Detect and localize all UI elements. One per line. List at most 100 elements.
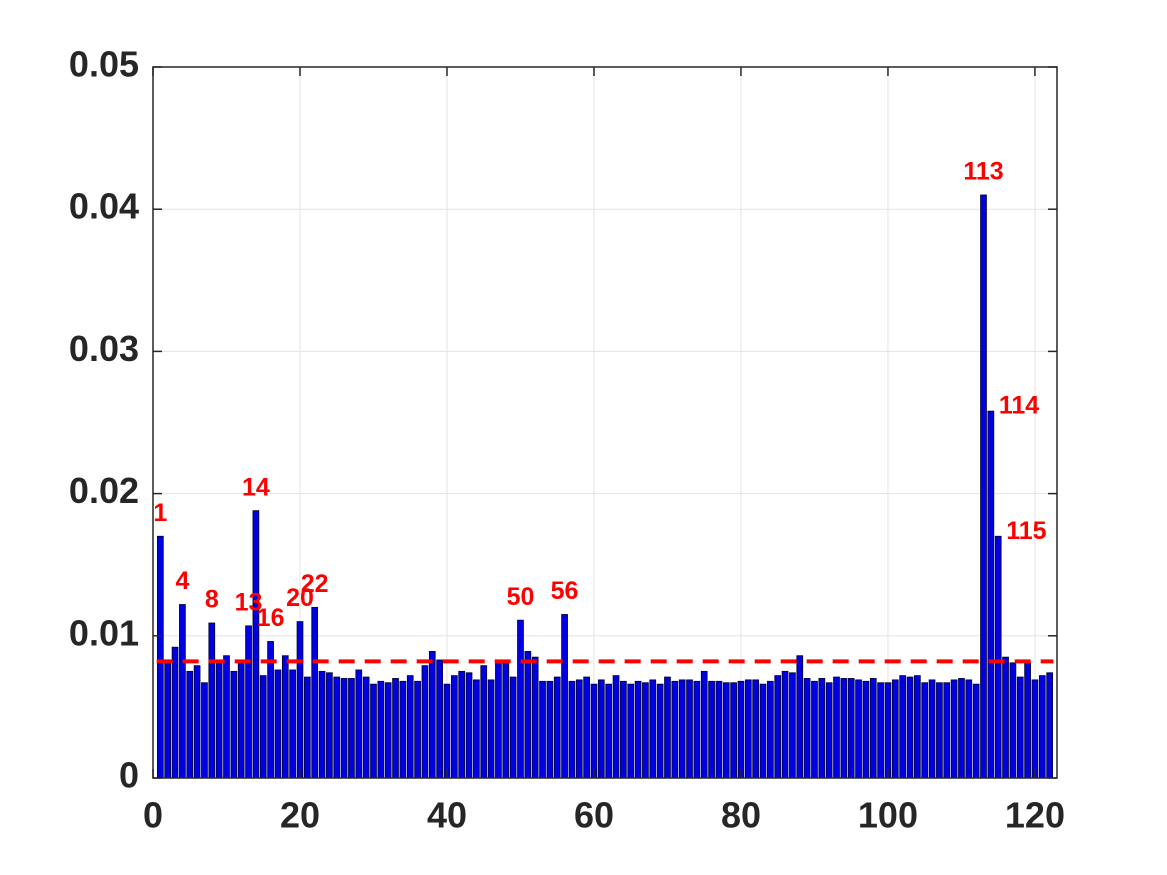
bar-annotation: 115 <box>1006 517 1046 545</box>
bar <box>1024 662 1031 779</box>
bar <box>950 679 958 779</box>
bar-annotation: 14 <box>242 473 270 501</box>
bar <box>186 670 194 779</box>
bar-annotation: 50 <box>507 583 535 611</box>
bar <box>509 676 517 779</box>
bar <box>1009 662 1017 779</box>
bar <box>355 669 363 779</box>
bar <box>656 683 664 779</box>
bar <box>193 665 201 779</box>
bar <box>833 676 840 779</box>
x-tick-label: 20 <box>280 795 320 836</box>
bar <box>1016 676 1024 779</box>
bar <box>958 678 965 779</box>
bar <box>921 682 929 779</box>
bar <box>406 675 414 779</box>
bar <box>994 535 1002 779</box>
bar <box>517 619 524 779</box>
axes-box <box>152 66 1058 779</box>
y-tick-label: 0.05 <box>69 44 139 85</box>
bar <box>914 675 921 779</box>
bar <box>877 682 884 779</box>
bar <box>215 660 223 779</box>
y-tick-label: 0.02 <box>69 470 139 511</box>
bar <box>869 678 877 779</box>
bar <box>561 614 568 779</box>
bar <box>678 679 686 779</box>
bar-annotation: 113 <box>963 158 1003 186</box>
bar <box>230 670 238 779</box>
bar <box>899 675 906 779</box>
bar <box>252 510 260 779</box>
bar <box>1046 672 1053 779</box>
bar <box>700 670 708 779</box>
bar-annotation: 4 <box>175 567 189 595</box>
bar <box>362 676 370 779</box>
bar <box>245 625 252 779</box>
bar <box>458 670 466 779</box>
bar <box>524 651 532 779</box>
bar <box>399 680 407 779</box>
bar <box>722 682 730 779</box>
bar <box>781 670 789 779</box>
bar <box>774 675 782 779</box>
bar <box>392 678 399 779</box>
bar <box>847 678 855 779</box>
bar <box>803 678 811 779</box>
bar <box>693 680 701 779</box>
bar <box>737 680 745 779</box>
bar <box>759 683 767 779</box>
x-tick-label: 60 <box>574 795 614 836</box>
bar <box>568 680 576 779</box>
y-tick-label: 0.03 <box>69 328 139 369</box>
bar <box>465 672 473 779</box>
bar-annotation: 1 <box>153 499 167 527</box>
bar <box>789 672 796 779</box>
x-tick-label: 0 <box>143 795 163 836</box>
x-tick-label: 80 <box>721 795 761 836</box>
bar <box>311 606 319 779</box>
bar <box>884 682 892 779</box>
bar <box>649 679 657 779</box>
bar <box>686 679 693 779</box>
bar-annotation: 8 <box>205 586 219 614</box>
bar <box>436 659 443 779</box>
y-tick-label: 0.04 <box>69 186 139 227</box>
bar <box>531 656 539 779</box>
bar <box>987 410 995 779</box>
bar <box>326 672 333 779</box>
bar-annotation: 56 <box>551 577 579 605</box>
bar <box>450 675 458 779</box>
bar <box>370 683 377 779</box>
bar <box>671 680 679 779</box>
bar <box>825 682 833 779</box>
bar <box>1038 675 1046 779</box>
bar <box>590 683 598 779</box>
bar <box>583 676 590 779</box>
bar <box>340 678 348 779</box>
bar <box>208 622 216 779</box>
bar <box>943 682 951 779</box>
bar <box>318 670 326 779</box>
bar <box>980 194 987 779</box>
bar <box>487 679 495 779</box>
bar-annotation: 114 <box>999 392 1039 420</box>
bar <box>612 675 620 779</box>
bar <box>767 680 774 779</box>
bar <box>597 679 605 779</box>
bar <box>289 669 296 779</box>
bar <box>384 682 392 779</box>
bar <box>744 679 752 779</box>
bar <box>473 679 480 779</box>
bar <box>752 679 760 779</box>
bar <box>1002 656 1009 779</box>
bar <box>818 678 826 779</box>
bar <box>274 669 282 779</box>
bar <box>708 680 715 779</box>
bar <box>891 679 899 779</box>
bar <box>1031 679 1039 779</box>
bar <box>304 676 311 779</box>
bar <box>620 680 627 779</box>
bar <box>164 659 172 779</box>
